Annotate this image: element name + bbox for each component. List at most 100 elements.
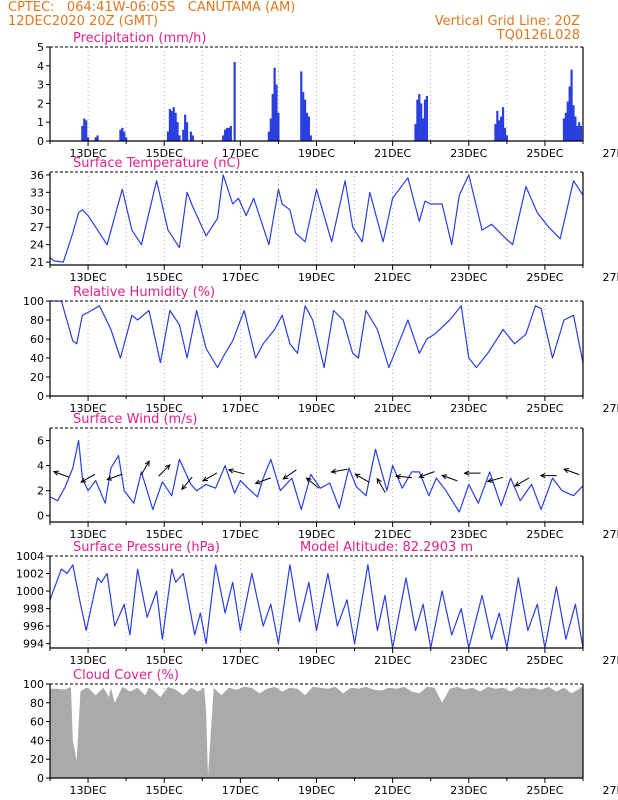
y-tick-label: 1002 — [16, 568, 44, 581]
precip-bar — [505, 135, 508, 141]
y-tick-label: 100 — [23, 678, 44, 691]
precip-bar — [123, 131, 126, 141]
precip-bar — [574, 116, 577, 141]
precip-bar — [579, 125, 583, 141]
wind-vector — [376, 477, 386, 493]
precip-bar — [420, 103, 423, 141]
x-tick-label: 13DEC — [70, 654, 107, 667]
x-tick-label: 27DEC — [603, 147, 618, 160]
precip-bar — [83, 118, 86, 141]
x-tick-label: 13DEC — [70, 784, 107, 797]
y-tick-label: 30 — [30, 204, 44, 217]
cloud-area — [50, 685, 583, 778]
x-tick-label: 19DEC — [298, 147, 335, 160]
x-tick-label: 17DEC — [222, 784, 259, 797]
panel-wind: Surface Wind (m/s) 0 2 4 6 13DEC 15DEC 17DEC 19D… — [37, 412, 618, 541]
precip-bar — [229, 125, 232, 141]
wind-vector-head — [486, 477, 493, 483]
precip-bar — [305, 112, 309, 141]
x-tick-label: 25DEC — [526, 271, 563, 284]
y-tick-label: 998 — [23, 603, 44, 616]
panel-title: Relative Humidity (%) — [73, 285, 215, 300]
x-tick-label: 13DEC — [70, 402, 107, 415]
x-tick-label: 27DEC — [603, 654, 618, 667]
x-tick-label: 13DEC — [70, 147, 107, 160]
wind-vector — [181, 476, 193, 491]
y-tick-label: 80 — [30, 314, 44, 327]
precip-bar — [182, 129, 185, 141]
wind-vector — [80, 473, 96, 483]
precip-bar — [501, 107, 505, 141]
y-tick-label: 0 — [37, 390, 44, 403]
precip-bar — [227, 127, 231, 141]
precip-bar — [416, 99, 419, 141]
wind-vector — [305, 477, 320, 489]
x-tick-label: 23DEC — [450, 528, 487, 541]
x-tick-label: 13DEC — [70, 271, 107, 284]
wind-vector-head — [181, 484, 187, 491]
precip-bar — [423, 99, 427, 141]
y-tick-label: 5 — [37, 41, 44, 54]
wind-vector — [539, 473, 557, 479]
wind-vector — [486, 476, 504, 483]
wind-vector — [227, 468, 245, 475]
wind-vector-shaft — [419, 471, 435, 478]
precip-bar — [85, 120, 88, 141]
wind-vector-head — [80, 477, 87, 483]
x-tick-label: 15DEC — [146, 654, 183, 667]
product-code: TQ0126L028 — [496, 28, 580, 43]
wind-vector-head — [144, 460, 150, 467]
y-tick-label: 1 — [37, 116, 44, 129]
precip-bar — [81, 125, 84, 141]
precip-bar — [564, 112, 567, 141]
precip-bar — [119, 129, 122, 141]
wind-vector — [52, 470, 70, 478]
wind-vector-shaft — [306, 477, 320, 489]
y-tick-label: 2 — [37, 97, 44, 110]
x-tick-label: 19DEC — [298, 654, 335, 667]
wind-vector — [354, 473, 370, 483]
y-tick-label: 27 — [30, 221, 44, 234]
x-tick-label: 17DEC — [222, 654, 259, 667]
x-tick-label: 25DEC — [526, 402, 563, 415]
x-tick-label: 17DEC — [222, 402, 259, 415]
wind-vector — [330, 468, 348, 474]
precip-bar — [273, 67, 276, 141]
y-tick-label: 33 — [30, 186, 44, 199]
y-tick-label: 2 — [37, 485, 44, 498]
wind-vector — [463, 470, 481, 476]
x-tick-label: 13DEC — [70, 528, 107, 541]
precip-bar — [174, 112, 177, 141]
wind-vector-shaft — [107, 473, 123, 481]
y-tick-label: 20 — [30, 371, 44, 384]
x-tick-label: 17DEC — [222, 271, 259, 284]
panel-title: Precipitation (mm/h) — [73, 31, 206, 46]
wind-vector-head — [562, 468, 570, 474]
wind-vector-head — [164, 464, 171, 470]
wind-vector-shaft — [376, 478, 386, 493]
series-line-pressure — [49, 564, 584, 649]
x-tick-label: 27DEC — [603, 402, 618, 415]
x-tick-label: 15DEC — [146, 528, 183, 541]
y-tick-label: 36 — [30, 169, 44, 182]
x-tick-label: 19DEC — [298, 528, 335, 541]
precip-bar — [309, 135, 312, 141]
x-tick-label: 15DEC — [146, 402, 183, 415]
panel-precip: Precipitation (mm/h) 0 1 2 3 4 5 13DEC 15DEC 17DE… — [37, 31, 618, 160]
x-tick-label: 15DEC — [146, 147, 183, 160]
precip-bar — [176, 122, 179, 141]
precip-bar — [498, 120, 501, 141]
precip-bar — [121, 127, 124, 141]
y-tick-label: 3 — [37, 79, 44, 92]
panel-rh: Relative Humidity (%) 0 20 40 60 80 100 13DEC 15… — [23, 285, 618, 415]
wind-vector-head — [106, 475, 113, 481]
x-tick-label: 15DEC — [146, 784, 183, 797]
precip-bar — [178, 135, 181, 141]
wind-vector — [140, 460, 150, 476]
y-tick-label: 21 — [30, 256, 44, 269]
precip-bar — [170, 110, 173, 141]
x-tick-label: 27DEC — [603, 528, 618, 541]
panel-temp: Surface Temperature (nC) 21 24 27 30 33 36 13DE… — [30, 156, 618, 284]
wind-vector-shaft — [255, 477, 271, 484]
